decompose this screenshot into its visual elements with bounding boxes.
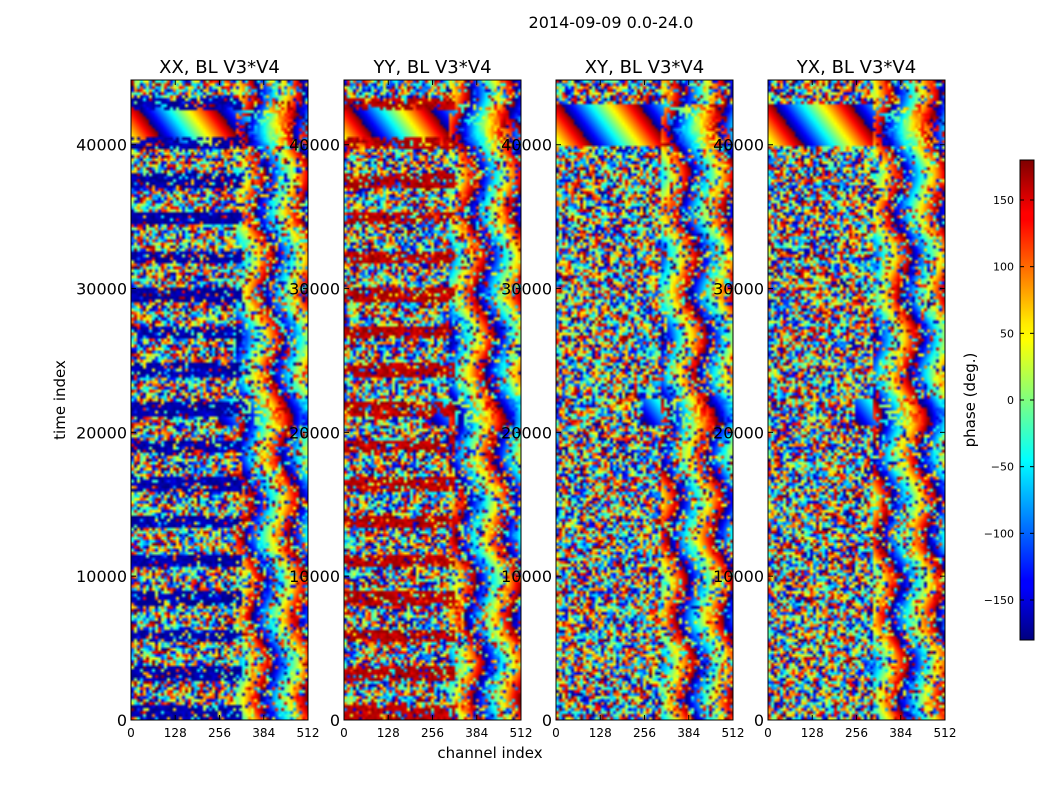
y-tick-label: 0 [117, 711, 127, 730]
x-tick-label: 256 [421, 726, 444, 740]
phase-heatmap [344, 80, 521, 720]
x-tick-label: 0 [127, 726, 135, 740]
y-tick-label: 20000 [76, 423, 127, 442]
colorbar-tick-label: 100 [993, 261, 1014, 274]
y-tick-label: 10000 [289, 567, 340, 586]
figure-title: 2014-09-09 0.0-24.0 [529, 13, 694, 32]
y-tick-label: 30000 [76, 280, 127, 299]
x-tick-label: 256 [845, 726, 868, 740]
x-tick-label: 512 [722, 726, 745, 740]
colorbar-ticks: 150 100 50 0 −50 −100 −150 [984, 194, 1034, 607]
x-tick-label: 512 [510, 726, 533, 740]
y-tick-label: 20000 [501, 423, 552, 442]
y-tick-label: 0 [542, 711, 552, 730]
x-tick-label: 384 [677, 726, 700, 740]
colorbar-tick-label: −100 [984, 527, 1014, 540]
y-tick-label: 40000 [289, 136, 340, 155]
y-tick-label: 20000 [289, 423, 340, 442]
x-tick-label: 0 [764, 726, 772, 740]
y-tick-label: 0 [754, 711, 764, 730]
x-tick-label: 128 [377, 726, 400, 740]
x-tick-label: 128 [589, 726, 612, 740]
y-tick-label: 0 [330, 711, 340, 730]
panel-title: XY, BL V3*V4 [585, 57, 704, 78]
y-tick-label: 10000 [76, 567, 127, 586]
panel-1: XX, BL V3*V4 0 128 256 384 512 0 10000 20000 3000… [76, 57, 319, 740]
colorbar-tick-label: 50 [1000, 327, 1014, 340]
x-tick-label: 384 [252, 726, 275, 740]
x-tick-label: 384 [889, 726, 912, 740]
x-tick-label: 384 [465, 726, 488, 740]
colorbar: 150 100 50 0 −50 −100 −150 phase (deg.) [961, 159, 1035, 641]
y-tick-label: 10000 [501, 567, 552, 586]
x-tick-label: 128 [164, 726, 187, 740]
colorbar-label: phase (deg.) [961, 353, 979, 448]
phase-heatmap [131, 80, 308, 720]
y-tick-label: 20000 [713, 423, 764, 442]
colorbar-tick-label: −150 [984, 594, 1014, 607]
y-axis-label: time index [51, 360, 69, 440]
x-tick-label: 512 [934, 726, 957, 740]
panel-title: XX, BL V3*V4 [159, 57, 280, 78]
colorbar-tick-label: 0 [1007, 394, 1014, 407]
panels: XX, BL V3*V4 0 128 256 384 512 0 10000 20000 3000… [76, 57, 956, 740]
y-tick-label: 10000 [713, 567, 764, 586]
x-tick-label: 128 [801, 726, 824, 740]
x-tick-label: 512 [297, 726, 320, 740]
colorbar-tick-label: −50 [991, 461, 1014, 474]
x-tick-label: 0 [340, 726, 348, 740]
x-axis-label: channel index [437, 744, 542, 762]
panel-3: XY, BL V3*V4 0 128 256 384 512 0 10000 20000 3000… [501, 57, 744, 740]
panel-4: YX, BL V3*V4 0 128 256 384 512 0 10000 20000 3000… [713, 57, 956, 740]
colorbar-tick-label: 150 [993, 194, 1014, 207]
x-tick-label: 0 [552, 726, 560, 740]
phase-heatmap [768, 80, 945, 720]
x-tick-label: 256 [208, 726, 231, 740]
panel-title: YY, BL V3*V4 [372, 57, 491, 78]
y-tick-label: 40000 [501, 136, 552, 155]
y-tick-label: 30000 [501, 280, 552, 299]
x-tick-label: 256 [633, 726, 656, 740]
y-tick-label: 40000 [713, 136, 764, 155]
phase-heatmap [556, 80, 733, 720]
panel-2: YY, BL V3*V4 0 128 256 384 512 0 10000 20000 3000… [289, 57, 532, 740]
y-tick-label: 30000 [713, 280, 764, 299]
panel-title: YX, BL V3*V4 [796, 57, 916, 78]
y-tick-label: 40000 [76, 136, 127, 155]
y-tick-label: 30000 [289, 280, 340, 299]
